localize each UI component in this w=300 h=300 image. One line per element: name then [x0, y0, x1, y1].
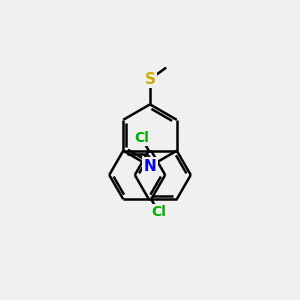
Text: N: N — [144, 159, 156, 174]
Text: S: S — [145, 72, 155, 87]
Text: Cl: Cl — [151, 205, 166, 219]
Text: Cl: Cl — [134, 131, 149, 145]
